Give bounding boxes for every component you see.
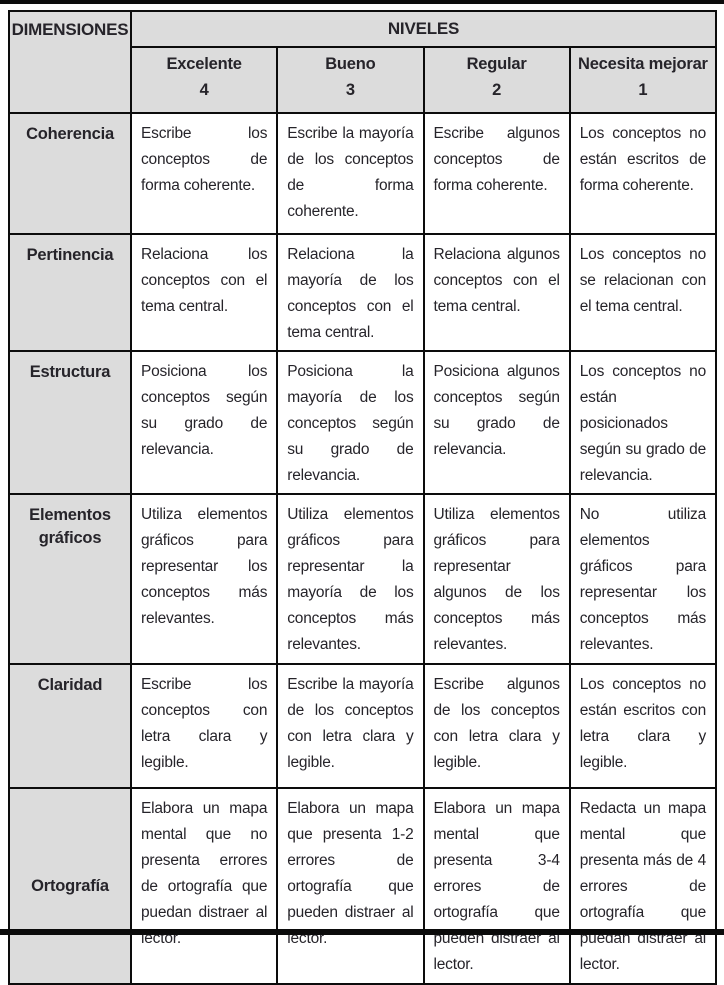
dimension-label: Claridad <box>8 663 132 790</box>
level-header-bueno: Bueno 3 <box>276 46 425 114</box>
rubric-cell: Redacta un mapa mental que presenta más … <box>568 787 718 985</box>
level-header-necesita-mejorar: Necesita mejorar 1 <box>568 46 718 114</box>
rubric-cell: Escribe algunos conceptos de forma coher… <box>422 112 571 235</box>
rubric-cell: Relaciona algunos conceptos con el tema … <box>422 232 571 353</box>
rubric-cell: Elabora un mapa mental que presenta 3-4 … <box>422 787 571 985</box>
dimension-label: Elementos gráficos <box>8 493 132 666</box>
rubric-table: DIMENSIONES NIVELES Excelente 4 Bueno 3 … <box>8 10 718 985</box>
levels-header: NIVELES <box>129 10 718 48</box>
rubric-cell: Posiciona la mayoría de los conceptos se… <box>276 350 425 496</box>
rubric-cell: Escribe los conceptos con letra clara y … <box>129 663 279 790</box>
top-rule <box>0 0 724 4</box>
level-label: Bueno <box>325 55 376 74</box>
rubric-cell: Relaciona la mayoría de los conceptos co… <box>276 232 425 353</box>
table-row-claridad: Claridad Escribe los conceptos con letra… <box>8 663 718 790</box>
rubric-cell: Relaciona los conceptos con el tema cent… <box>129 232 279 353</box>
level-score: 4 <box>199 81 209 99</box>
level-score: 1 <box>638 81 648 99</box>
table-row-estructura: Estructura Posiciona los conceptos según… <box>8 350 718 496</box>
rubric-cell: Escribe la mayoría de los conceptos de f… <box>276 112 425 235</box>
bottom-rule <box>0 929 724 935</box>
rubric-cell: Los conceptos no se relacionan con el te… <box>568 232 718 353</box>
rubric-cell: Utiliza elementos gráficos para represen… <box>129 493 279 666</box>
level-label: Regular <box>466 55 527 74</box>
rubric-cell: Elabora un mapa mental que no presenta e… <box>129 787 279 985</box>
rubric-cell: Escribe los conceptos de forma coherente… <box>129 112 279 235</box>
rubric-cell: Utiliza elementos gráficos para represen… <box>276 493 425 666</box>
dimensions-header: DIMENSIONES <box>8 10 132 114</box>
table-row-pertinencia: Pertinencia Relaciona los conceptos con … <box>8 232 718 353</box>
rubric-cell: Los conceptos no están escritos de forma… <box>568 112 718 235</box>
rubric-cell: Los conceptos no están posicionados segú… <box>568 350 718 496</box>
rubric-cell: Los conceptos no están escritos con letr… <box>568 663 718 790</box>
level-header-excelente: Excelente 4 <box>129 46 279 114</box>
level-label: Excelente <box>166 55 242 74</box>
level-label: Necesita mejorar <box>577 55 708 74</box>
level-header-regular: Regular 2 <box>422 46 571 114</box>
table-row-ortografia: Ortografía Elabora un mapa mental que no… <box>8 787 718 985</box>
table-row-elementos-graficos: Elementos gráficos Utiliza elementos grá… <box>8 493 718 666</box>
rubric-cell: Escribe la mayoría de los conceptos con … <box>276 663 425 790</box>
level-score: 2 <box>492 81 502 99</box>
rubric-cell: Posiciona algunos conceptos según su gra… <box>422 350 571 496</box>
rubric-cell: Elabora un mapa que presenta 1-2 errores… <box>276 787 425 985</box>
rubric-cell: Posiciona los conceptos según su grado d… <box>129 350 279 496</box>
table-row-coherencia: Coherencia Escribe los conceptos de form… <box>8 112 718 235</box>
header-row-main: DIMENSIONES NIVELES <box>8 10 718 114</box>
level-score: 3 <box>345 81 355 99</box>
dimension-label: Ortografía <box>8 787 132 985</box>
dimension-label: Coherencia <box>8 112 132 235</box>
rubric-cell: Escribe algunos de los conceptos con let… <box>422 663 571 790</box>
dimension-label: Estructura <box>8 350 132 496</box>
rubric-cell: Utiliza elementos gráficos para represen… <box>422 493 571 666</box>
header-row-levels: Excelente 4 Bueno 3 Regular 2 Necesita m… <box>9 46 718 114</box>
dimension-label: Pertinencia <box>8 232 132 353</box>
rubric-cell: No utiliza elementos gráficos para repre… <box>568 493 718 666</box>
